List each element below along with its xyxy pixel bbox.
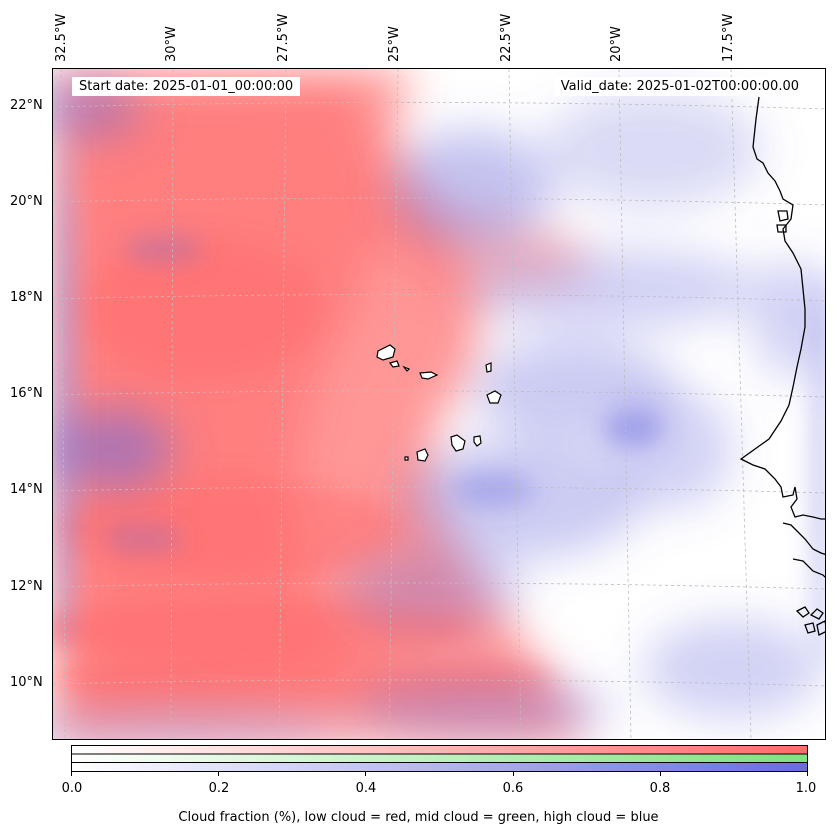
low-cloud-bar [71, 745, 808, 755]
colorbar-tick-label: 0.4 [355, 781, 377, 796]
valid-date-label: Valid_date: 2025-01-02T00:00:00.00 [553, 77, 806, 96]
longitude-label: 32.5°W [54, 13, 69, 62]
latitude-label: 16°N [10, 386, 43, 401]
coastline [739, 96, 825, 636]
colorbar-tick-label: 0.6 [502, 781, 524, 796]
cloud-fraction-map: Start date: 2025-01-01_00:00:00 Valid_da… [52, 68, 826, 740]
colorbar-tick-label: 0.0 [61, 781, 83, 796]
high-cloud-bar [71, 762, 808, 772]
high-cloud-streaks [53, 139, 825, 669]
longitude-label: 17.5°W [721, 13, 736, 62]
latitude-label: 22°N [10, 98, 43, 113]
colorbar-tick-label: 1.0 [795, 781, 817, 796]
high-cloud-field [53, 79, 825, 739]
longitude-label: 20°W [609, 26, 624, 62]
latitude-label: 20°N [10, 194, 43, 209]
latitude-label: 14°N [10, 482, 43, 497]
mid-cloud-bar [71, 753, 808, 763]
colorbar [71, 745, 808, 772]
colorbar-tick-label: 0.2 [208, 781, 230, 796]
latitude-label: 10°N [10, 675, 43, 690]
colorbar-caption: Cloud fraction (%), low cloud = red, mid… [178, 810, 659, 825]
latitude-label: 18°N [10, 290, 43, 305]
longitude-label: 30°W [164, 26, 179, 62]
colorbar-tick-label: 0.8 [649, 781, 671, 796]
longitude-label: 27.5°W [276, 13, 291, 62]
island-outlines [376, 344, 502, 462]
map-canvas [53, 69, 825, 739]
latitude-label: 12°N [10, 579, 43, 594]
longitude-label: 22.5°W [499, 13, 514, 62]
gridlines [53, 69, 825, 739]
longitude-label: 25°W [387, 26, 402, 62]
start-date-label: Start date: 2025-01-01_00:00:00 [72, 77, 301, 96]
